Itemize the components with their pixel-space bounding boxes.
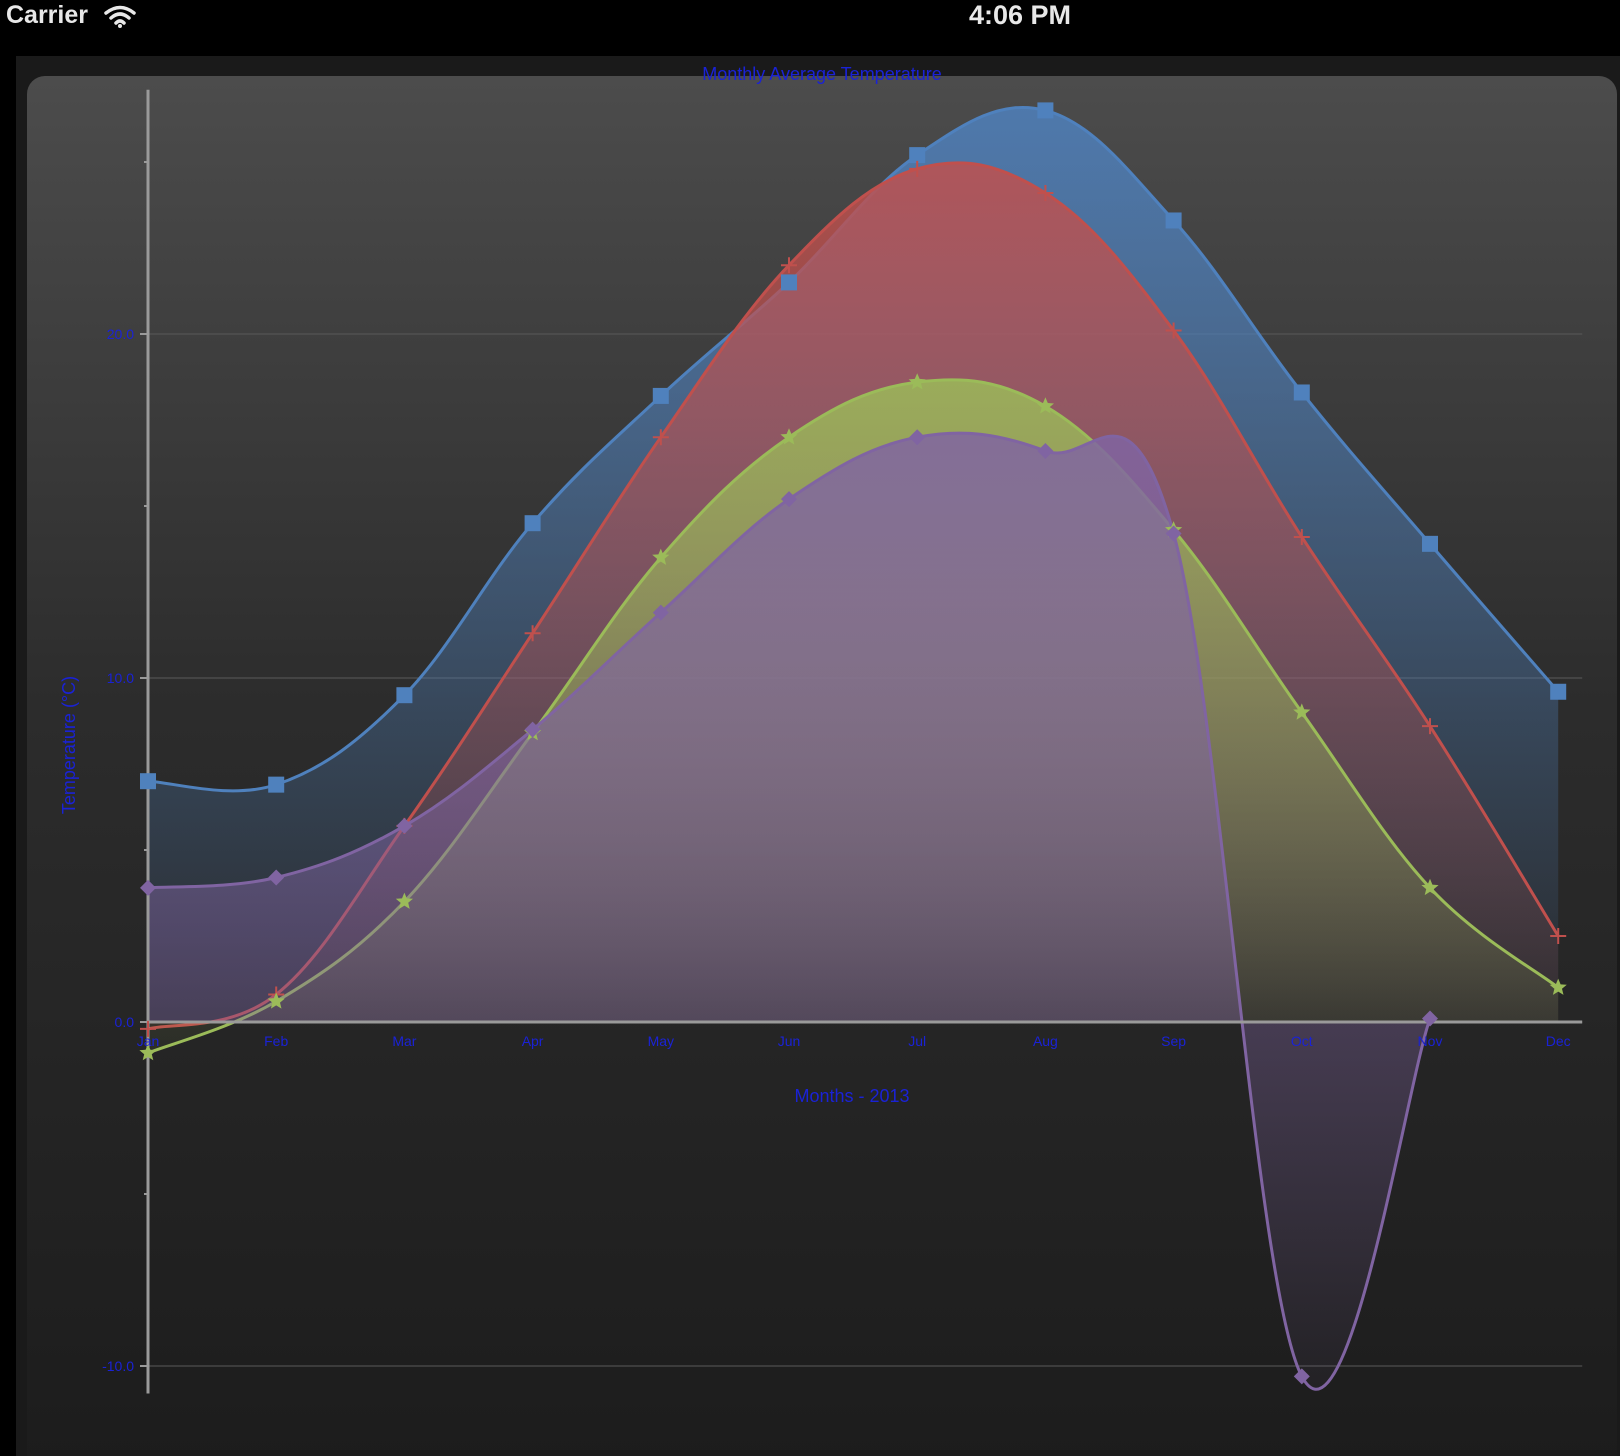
data-point — [140, 773, 156, 790]
tick-labels: 20.0 10.0 0.0 -10.0 Jan Feb Mar Apr May Jun Jul Aug… — [102, 326, 1571, 1374]
data-point — [524, 625, 541, 642]
x-tick-label: Feb — [264, 1033, 288, 1049]
data-point — [1293, 528, 1310, 545]
data-point — [909, 429, 926, 446]
data-point — [267, 992, 285, 1009]
data-point — [909, 160, 926, 177]
data-point — [1165, 525, 1182, 542]
data-point — [396, 687, 413, 704]
data-point — [1293, 1368, 1310, 1385]
series-areas — [147, 106, 1560, 1391]
y-tick-label: 0.0 — [115, 1014, 135, 1030]
data-point — [524, 515, 541, 532]
series-area — [148, 433, 1430, 1390]
status-time: 4:06 PM — [968, 0, 1072, 30]
data-point — [139, 1044, 157, 1061]
data-point — [1549, 978, 1567, 995]
x-tick-label: Mar — [392, 1033, 416, 1049]
data-point — [1422, 535, 1438, 552]
series-markers — [139, 102, 1567, 1385]
chart-title: Monthly Average Temperature — [702, 64, 941, 84]
data-point — [1293, 384, 1310, 401]
y-axis-label: Temperature (°C) — [59, 676, 79, 814]
x-tick-label: May — [648, 1033, 674, 1049]
data-point — [652, 387, 669, 404]
axes — [140, 89, 1583, 1394]
data-point — [909, 147, 926, 164]
x-axis-label: Months - 2013 — [794, 1086, 909, 1106]
data-point — [395, 892, 413, 909]
data-point — [1037, 184, 1054, 201]
data-point — [908, 373, 926, 390]
data-point — [1422, 718, 1438, 735]
data-point — [652, 604, 669, 621]
x-tick-label: Dec — [1546, 1033, 1571, 1049]
data-point — [396, 817, 413, 834]
data-point — [780, 428, 798, 445]
data-point — [140, 1020, 156, 1037]
data-point — [140, 879, 156, 896]
data-point — [1165, 322, 1182, 339]
data-point — [652, 429, 669, 446]
data-point — [781, 274, 797, 291]
x-tick-label: Jun — [778, 1033, 801, 1049]
x-tick-label: Aug — [1033, 1033, 1058, 1049]
y-tick-label: -10.0 — [102, 1358, 134, 1374]
data-point — [781, 491, 797, 508]
status-bar: Carrier 4:06 PM — [0, 0, 1620, 56]
x-tick-label: Oct — [1291, 1033, 1313, 1049]
data-point — [1421, 878, 1439, 896]
data-point — [652, 548, 670, 565]
y-tick-label: 20.0 — [107, 326, 134, 342]
data-point — [1550, 928, 1567, 944]
x-tick-label: Jul — [908, 1033, 926, 1049]
data-point — [781, 257, 797, 274]
data-point — [1422, 1010, 1438, 1027]
wifi-icon — [104, 5, 136, 28]
data-point — [1293, 703, 1311, 720]
x-tick-label: Sep — [1161, 1033, 1186, 1049]
x-tick-label: Apr — [522, 1033, 544, 1049]
data-point — [1036, 397, 1054, 414]
x-tick-label: Jan — [137, 1033, 160, 1049]
data-point — [1037, 442, 1054, 459]
data-point — [1037, 102, 1054, 119]
data-point — [268, 776, 285, 793]
data-point — [1165, 212, 1182, 229]
x-tick-label: Nov — [1418, 1033, 1443, 1049]
carrier-label: Carrier — [6, 1, 88, 29]
y-tick-label: 10.0 — [107, 670, 134, 686]
data-point — [268, 869, 285, 886]
data-point — [524, 721, 541, 738]
data-point — [1550, 683, 1567, 700]
